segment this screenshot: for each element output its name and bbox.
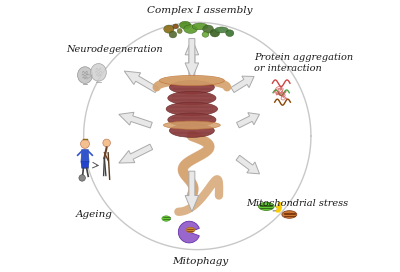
Ellipse shape bbox=[215, 27, 228, 33]
Polygon shape bbox=[81, 150, 89, 162]
Ellipse shape bbox=[177, 29, 182, 33]
Ellipse shape bbox=[203, 25, 214, 33]
Ellipse shape bbox=[166, 102, 218, 116]
Polygon shape bbox=[119, 112, 152, 128]
Ellipse shape bbox=[173, 24, 179, 29]
Polygon shape bbox=[231, 76, 254, 92]
Polygon shape bbox=[236, 155, 260, 174]
Ellipse shape bbox=[170, 81, 214, 94]
Ellipse shape bbox=[210, 29, 220, 37]
Polygon shape bbox=[124, 71, 158, 92]
Text: Mitochondrial stress: Mitochondrial stress bbox=[246, 199, 348, 208]
Text: Neurodegeneration: Neurodegeneration bbox=[66, 45, 163, 54]
Text: Mitophagy: Mitophagy bbox=[172, 257, 228, 266]
Ellipse shape bbox=[162, 216, 170, 221]
Text: Complex I assembly: Complex I assembly bbox=[147, 6, 253, 15]
Ellipse shape bbox=[168, 113, 216, 126]
Ellipse shape bbox=[186, 227, 195, 233]
Ellipse shape bbox=[226, 30, 234, 36]
Ellipse shape bbox=[169, 31, 177, 38]
Polygon shape bbox=[185, 171, 199, 212]
Ellipse shape bbox=[184, 25, 197, 33]
Text: Protein aggregation
or interaction: Protein aggregation or interaction bbox=[254, 53, 353, 73]
Ellipse shape bbox=[170, 124, 214, 137]
Ellipse shape bbox=[164, 121, 220, 129]
Circle shape bbox=[79, 175, 85, 181]
Ellipse shape bbox=[282, 211, 297, 218]
Circle shape bbox=[80, 139, 90, 148]
Polygon shape bbox=[185, 39, 199, 79]
Polygon shape bbox=[185, 39, 199, 79]
Wedge shape bbox=[178, 221, 199, 243]
Polygon shape bbox=[236, 113, 260, 128]
Ellipse shape bbox=[91, 64, 106, 81]
Ellipse shape bbox=[168, 91, 216, 105]
Ellipse shape bbox=[164, 25, 174, 33]
Ellipse shape bbox=[180, 21, 191, 29]
Ellipse shape bbox=[192, 23, 208, 30]
Ellipse shape bbox=[78, 67, 92, 84]
Polygon shape bbox=[81, 162, 89, 168]
Ellipse shape bbox=[202, 32, 209, 37]
Circle shape bbox=[103, 139, 110, 147]
Polygon shape bbox=[119, 144, 153, 163]
Text: Ageing: Ageing bbox=[76, 210, 112, 219]
Ellipse shape bbox=[258, 202, 274, 211]
Ellipse shape bbox=[160, 75, 224, 86]
